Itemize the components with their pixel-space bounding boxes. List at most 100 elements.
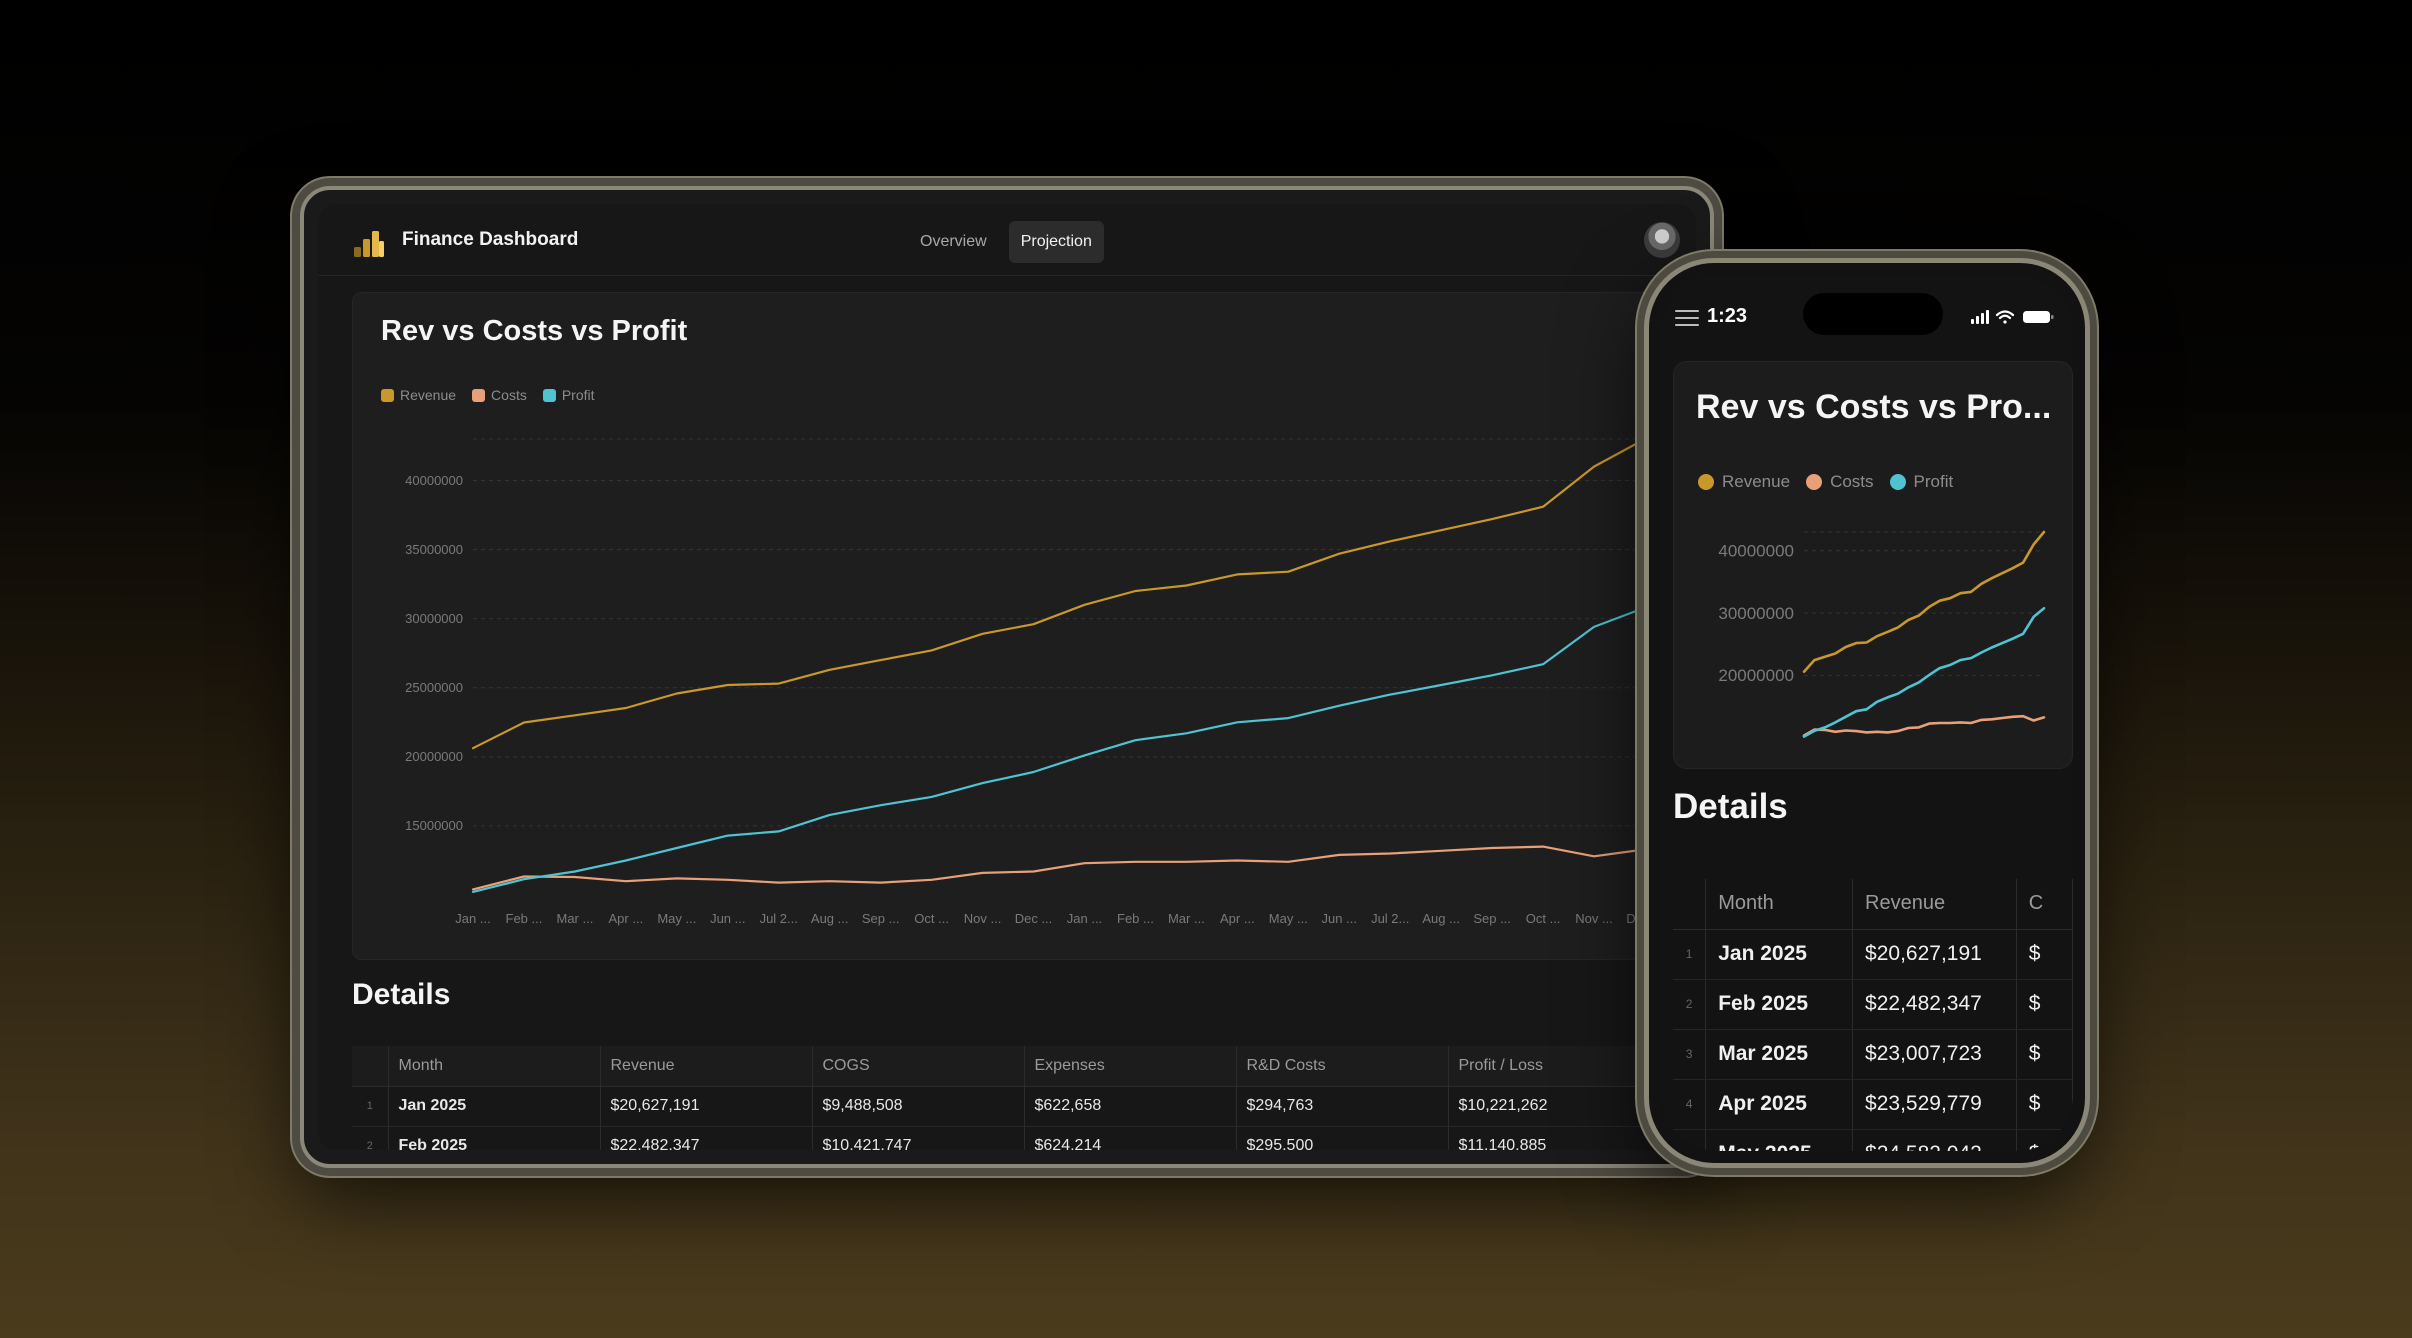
- row-index: 2: [1673, 979, 1707, 1030]
- col-month[interactable]: Month: [1705, 879, 1854, 930]
- col-month[interactable]: Month: [388, 1046, 601, 1087]
- col-rd-costs[interactable]: R&D Costs: [1236, 1046, 1449, 1087]
- cell-revenue: $22,482,347: [600, 1126, 813, 1150]
- user-avatar[interactable]: [1644, 222, 1680, 258]
- mobile-legend-revenue[interactable]: Revenue: [1698, 472, 1790, 492]
- cell-cogs: $9,488,508: [812, 1086, 1025, 1127]
- cell-month: Mar 2025: [1705, 1029, 1854, 1080]
- y-tick-label: 25000000: [405, 680, 463, 695]
- col-cogs[interactable]: C: [2016, 879, 2073, 930]
- menu-icon[interactable]: [1675, 309, 1699, 327]
- y-tick-label: 35000000: [405, 542, 463, 557]
- table-row[interactable]: 2 Feb 2025 $22,482,347 $10,421,747 $624,…: [352, 1126, 1661, 1150]
- series-line-revenue: [471, 437, 1647, 750]
- series-line-profit: [471, 606, 1647, 894]
- x-tick-label: Dec ...: [1015, 911, 1053, 926]
- y-tick-label: 40000000: [405, 473, 463, 488]
- mobile-chart-card: Rev vs Costs vs Pro... Revenue Costs Pro…: [1673, 361, 2073, 769]
- x-tick-label: May ...: [657, 911, 696, 926]
- cell-expenses: $624,214: [1024, 1126, 1237, 1150]
- col-revenue[interactable]: Revenue: [1852, 879, 2017, 930]
- row-index: 2: [352, 1126, 389, 1150]
- cell-month: May 2025: [1705, 1129, 1854, 1151]
- x-tick-label: Jan ...: [1067, 911, 1102, 926]
- mobile-details-heading: Details: [1673, 787, 1788, 826]
- phone-screen: 1:23 Rev vs Costs vs Pro... Revenue: [1661, 275, 2073, 1151]
- cell-revenue: $20,627,191: [600, 1086, 813, 1127]
- row-index: 1: [352, 1086, 389, 1127]
- wifi-icon: [1995, 310, 2015, 324]
- mobile-table-row[interactable]: 1 Jan 2025 $20,627,191 $: [1673, 929, 2073, 980]
- row-index-header: [1673, 879, 1707, 930]
- x-tick-label: Aug ...: [811, 911, 849, 926]
- legend-revenue[interactable]: Revenue: [381, 387, 456, 403]
- cell-expenses: $622,658: [1024, 1086, 1237, 1127]
- col-revenue[interactable]: Revenue: [600, 1046, 813, 1087]
- tablet-screen: Finance Dashboard Overview Projection Re…: [318, 204, 1696, 1150]
- mobile-legend-costs-label: Costs: [1830, 472, 1874, 491]
- line-chart[interactable]: 15000000 20000000 25000000 30000000 35000000…: [353, 293, 1696, 961]
- col-cogs[interactable]: COGS: [812, 1046, 1025, 1087]
- cell-cogs: $: [2016, 1079, 2073, 1130]
- cell-cogs: $: [2016, 979, 2073, 1030]
- series-line-costs: [1802, 714, 2046, 737]
- legend-profit-label: Profit: [561, 387, 595, 403]
- mobile-legend-costs[interactable]: Costs: [1806, 472, 1874, 492]
- mobile-table-row[interactable]: 2 Feb 2025 $22,482,347 $: [1673, 979, 2073, 1030]
- table-header-row: Month Revenue COGS Expenses R&D Costs Pr…: [352, 1046, 1661, 1087]
- mobile-table-row[interactable]: 5May 2025$24,582,042$: [1673, 1129, 2073, 1151]
- phone-frame: 1:23 Rev vs Costs vs Pro... Revenue: [1644, 258, 2090, 1168]
- x-tick-label: Feb ...: [506, 911, 543, 926]
- chart-title: Rev vs Costs vs Profit: [381, 315, 688, 347]
- details-heading: Details: [352, 978, 451, 1011]
- mobile-table-row[interactable]: 3 Mar 2025 $23,007,723 $: [1673, 1029, 2073, 1080]
- row-index: 3: [1673, 1029, 1707, 1080]
- x-tick-label: Jan ...: [455, 911, 490, 926]
- x-tick-label: Mar ...: [556, 911, 593, 926]
- x-tick-label: Nov ...: [964, 911, 1002, 926]
- mobile-chart-title: Rev vs Costs vs Pro...: [1696, 388, 2052, 426]
- x-tick-label: Jun ...: [1322, 911, 1357, 926]
- top-bar: Finance Dashboard Overview Projection: [318, 204, 1696, 276]
- cell-month: Feb 2025: [388, 1126, 601, 1150]
- status-icons: [1971, 310, 2054, 324]
- x-tick-label: Sep ...: [1473, 911, 1511, 926]
- chart-card: Rev vs Costs vs Profit Revenue Costs Pro…: [352, 292, 1696, 960]
- tab-projection[interactable]: Projection: [1008, 221, 1104, 263]
- x-tick-label: Jul 2...: [760, 911, 798, 926]
- col-expenses[interactable]: Expenses: [1024, 1046, 1237, 1087]
- tab-overview[interactable]: Overview: [920, 233, 987, 250]
- cell-revenue: $23,007,723: [1852, 1029, 2017, 1080]
- y-tick-label: 40000000: [1718, 541, 1794, 560]
- table-row[interactable]: 1 Jan 2025 $20,627,191 $9,488,508 $622,6…: [352, 1086, 1661, 1127]
- col-profit-loss[interactable]: Profit / Loss: [1448, 1046, 1661, 1087]
- mobile-chart-legend: Revenue Costs Profit: [1698, 472, 1953, 492]
- y-tick-label: 30000000: [405, 611, 463, 626]
- series-line-profit: [1802, 606, 2046, 738]
- x-tick-label: Jun ...: [710, 911, 745, 926]
- mobile-legend-profit-label: Profit: [1913, 472, 1954, 491]
- cell-month: Jan 2025: [1705, 929, 1854, 980]
- legend-revenue-label: Revenue: [400, 387, 457, 403]
- legend-costs[interactable]: Costs: [472, 387, 527, 403]
- legend-profit[interactable]: Profit: [542, 387, 595, 403]
- x-tick-label: Feb ...: [1117, 911, 1154, 926]
- cell-month: Apr 2025: [1705, 1079, 1854, 1130]
- cell-profit-loss: $11,140,885: [1448, 1126, 1661, 1150]
- y-tick-label: 20000000: [405, 749, 463, 764]
- status-time: 1:23: [1707, 305, 1748, 327]
- mobile-line-chart[interactable]: 20000000 30000000 40000000: [1674, 362, 2073, 769]
- mobile-table-row[interactable]: 4 Apr 2025 $23,529,779 $: [1673, 1079, 2073, 1130]
- chart-legend: Revenue Costs Profit: [381, 387, 595, 403]
- row-index: 4: [1673, 1079, 1707, 1130]
- cell-revenue: $20,627,191: [1852, 929, 2017, 980]
- cell-month: Jan 2025: [388, 1086, 601, 1127]
- x-tick-label: Nov ...: [1575, 911, 1613, 926]
- x-tick-label: Oct ...: [1526, 911, 1561, 926]
- mobile-table-header-row: Month Revenue C: [1673, 879, 2073, 930]
- mobile-legend-profit[interactable]: Profit: [1889, 472, 1954, 492]
- details-table: Month Revenue COGS Expenses R&D Costs Pr…: [352, 1046, 1661, 1150]
- cell-revenue: $24,582,042: [1852, 1129, 2017, 1151]
- x-tick-label: Sep ...: [862, 911, 900, 926]
- series-line-costs: [471, 845, 1647, 891]
